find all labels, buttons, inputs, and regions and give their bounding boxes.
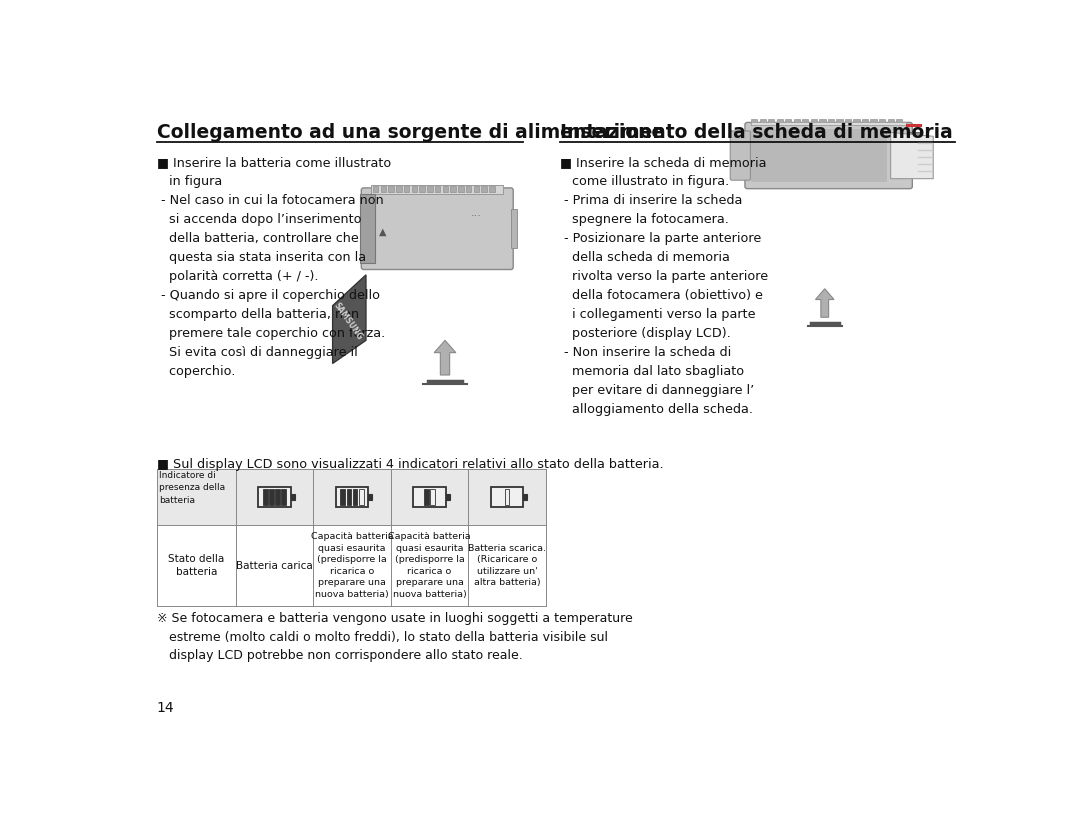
Bar <box>446 494 449 500</box>
Text: ■ Inserire la batteria come illustrato
   in figura
 - Nel caso in cui la fotoca: ■ Inserire la batteria come illustrato i… <box>157 156 391 377</box>
FancyBboxPatch shape <box>730 131 751 180</box>
Bar <box>340 489 345 504</box>
Polygon shape <box>891 133 933 178</box>
Bar <box>262 489 268 504</box>
Bar <box>269 489 273 504</box>
Bar <box>389 186 394 192</box>
Polygon shape <box>333 275 366 363</box>
Bar <box>275 489 280 504</box>
Bar <box>291 494 295 500</box>
Bar <box>411 186 417 192</box>
Bar <box>906 124 921 127</box>
Bar <box>490 487 524 507</box>
Bar <box>888 119 894 125</box>
Bar <box>465 186 471 192</box>
Text: SAMSUNG: SAMSUNG <box>332 301 364 341</box>
Bar <box>862 119 868 125</box>
Text: Stato della
batteria: Stato della batteria <box>168 554 225 577</box>
Text: Capacità batteria
quasi esaurita
(predisporre la
ricarica o
preparare una
nuova : Capacità batteria quasi esaurita (predis… <box>311 532 393 599</box>
Bar <box>404 186 409 192</box>
Bar <box>419 186 424 192</box>
Bar <box>811 119 816 125</box>
Bar <box>428 186 433 192</box>
Bar <box>908 133 920 174</box>
Bar <box>794 119 800 125</box>
Bar <box>853 119 860 125</box>
Text: Batteria carica: Batteria carica <box>237 561 313 570</box>
Bar <box>360 194 375 263</box>
FancyBboxPatch shape <box>745 122 913 188</box>
Text: ■ Sul display LCD sono visualizzati 4 indicatori relativi allo stato della batte: ■ Sul display LCD sono visualizzati 4 in… <box>157 458 663 471</box>
Bar <box>836 119 842 125</box>
Bar <box>474 186 480 192</box>
Bar <box>879 119 886 125</box>
Bar <box>482 186 487 192</box>
Bar <box>359 489 364 504</box>
Bar <box>828 119 834 125</box>
Bar <box>424 489 429 504</box>
Bar <box>845 119 851 125</box>
Bar <box>870 119 877 125</box>
Text: Batteria scarica.
(Ricaricare o
utilizzare un'
altra batteria): Batteria scarica. (Ricaricare o utilizza… <box>468 544 546 588</box>
Bar <box>511 209 517 248</box>
Bar <box>372 185 503 194</box>
Bar <box>368 494 373 500</box>
Bar <box>896 119 902 125</box>
Bar <box>282 489 286 504</box>
FancyBboxPatch shape <box>362 188 513 270</box>
Bar <box>458 186 463 192</box>
Bar <box>751 129 887 183</box>
Bar <box>396 186 402 192</box>
Text: ▲: ▲ <box>379 227 387 237</box>
Text: Indicatore di
presenza della
batteria: Indicatore di presenza della batteria <box>159 471 225 504</box>
Bar <box>443 186 448 192</box>
Bar <box>777 119 783 125</box>
Bar <box>524 494 527 500</box>
Text: 14: 14 <box>157 702 174 716</box>
Bar <box>504 489 510 504</box>
Bar <box>768 119 774 125</box>
Bar <box>489 186 495 192</box>
Bar <box>785 119 792 125</box>
Bar <box>435 186 441 192</box>
Bar <box>336 487 368 507</box>
Bar <box>751 121 906 125</box>
FancyArrow shape <box>815 289 834 317</box>
Text: Collegamento ad una sorgente di alimentazione: Collegamento ad una sorgente di alimenta… <box>157 123 664 142</box>
Bar <box>751 119 757 125</box>
Bar <box>802 119 809 125</box>
Bar <box>820 119 825 125</box>
Bar <box>373 186 378 192</box>
Bar <box>430 489 435 504</box>
Bar <box>258 487 291 507</box>
Text: ※ Se fotocamera e batteria vengono usate in luoghi soggetti a temperature
   est: ※ Se fotocamera e batteria vengono usate… <box>157 612 633 662</box>
Bar <box>347 489 351 504</box>
Bar <box>353 489 357 504</box>
Text: Inserimento della scheda di memoria: Inserimento della scheda di memoria <box>559 123 953 142</box>
Text: ■ Inserire la scheda di memoria
   come illustrato in figura.
 - Prima di inseri: ■ Inserire la scheda di memoria come ill… <box>559 156 768 416</box>
Bar <box>759 119 766 125</box>
Bar <box>157 469 545 525</box>
Text: ···: ··· <box>471 211 482 222</box>
FancyArrow shape <box>434 341 456 375</box>
Text: Capacità batteria
quasi esaurita
(predisporre la
ricarica o
preparare una
nuova : Capacità batteria quasi esaurita (predis… <box>388 532 471 599</box>
Bar <box>414 487 446 507</box>
Bar <box>380 186 387 192</box>
Bar <box>450 186 456 192</box>
